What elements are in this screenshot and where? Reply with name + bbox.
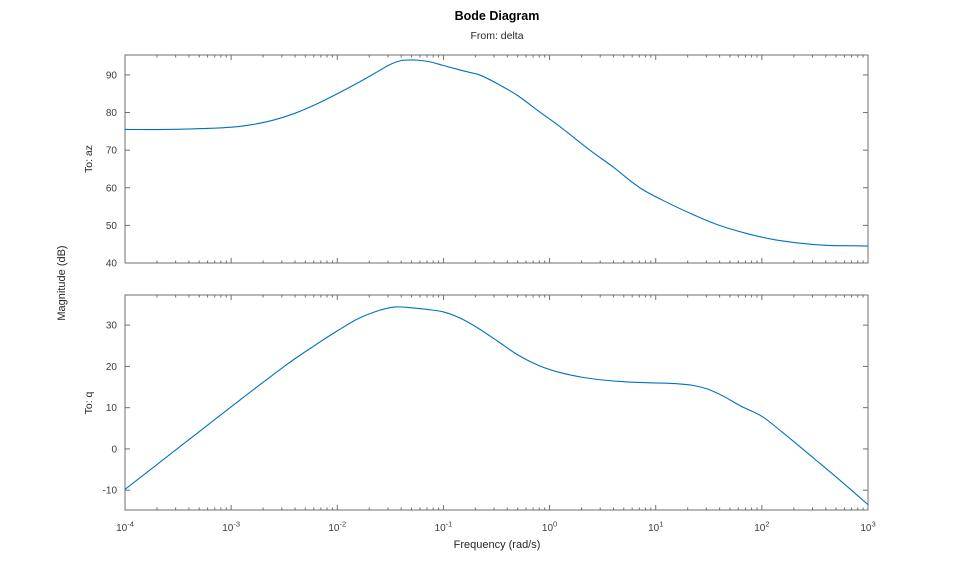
axes-box bbox=[124, 294, 869, 511]
y-tick-label: 60 bbox=[106, 183, 118, 194]
axes-box bbox=[124, 54, 869, 264]
x-axis-label: Frequency (rad/s) bbox=[453, 539, 541, 551]
y-tick-label: 50 bbox=[106, 221, 118, 232]
y-tick-label: 30 bbox=[106, 321, 118, 332]
y-tick-label: 80 bbox=[106, 108, 118, 119]
y-tick-label: -10 bbox=[103, 486, 118, 497]
x-tick-label: 103 bbox=[860, 520, 875, 535]
magnitude-curve bbox=[124, 306, 869, 506]
y-tick-label: 0 bbox=[111, 444, 117, 455]
x-tick-label: 10-3 bbox=[222, 520, 240, 535]
magnitude-curve bbox=[124, 59, 869, 247]
y-tick-label: 10 bbox=[106, 403, 118, 414]
x-tick-label: 10-2 bbox=[328, 520, 346, 535]
y-axis-label: Magnitude (dB) bbox=[56, 245, 68, 321]
x-tick-label: 102 bbox=[754, 520, 769, 535]
x-tick-label: 101 bbox=[648, 520, 663, 535]
output-label-az: To: az bbox=[83, 144, 95, 174]
y-tick-label: 90 bbox=[106, 70, 118, 81]
y-tick-label: 40 bbox=[106, 259, 118, 270]
x-tick-label: 100 bbox=[542, 520, 557, 535]
x-tick-label: 10-4 bbox=[116, 520, 134, 535]
x-tick-label: 10-1 bbox=[435, 520, 453, 535]
y-tick-label: 70 bbox=[106, 146, 118, 157]
chart-subtitle: From: delta bbox=[470, 30, 524, 42]
y-tick-label: 20 bbox=[106, 362, 118, 373]
output-label-q: To: q bbox=[83, 391, 95, 415]
chart-title: Bode Diagram bbox=[454, 9, 540, 23]
